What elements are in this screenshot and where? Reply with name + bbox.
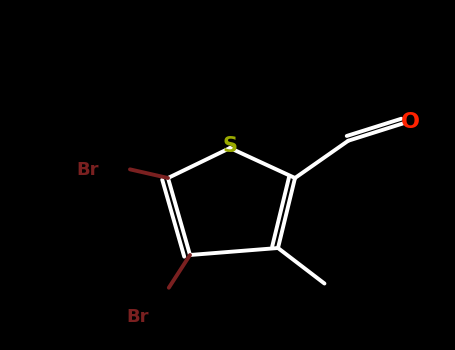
Text: O: O xyxy=(401,112,420,132)
Text: Br: Br xyxy=(77,161,99,179)
Text: Br: Br xyxy=(127,308,149,326)
Text: S: S xyxy=(222,136,238,156)
